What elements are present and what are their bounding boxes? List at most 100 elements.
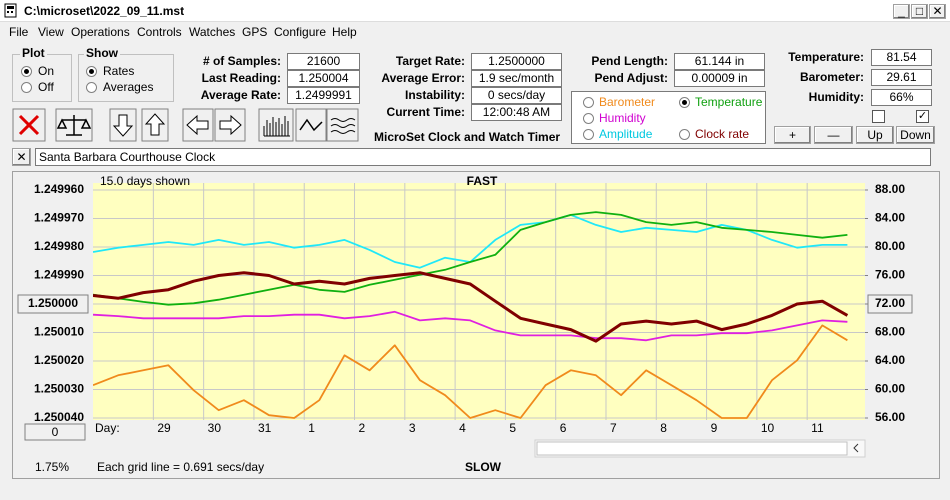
field-label: Instability:: [404, 88, 465, 102]
radio[interactable]: [679, 129, 690, 140]
field-label: Last Reading:: [201, 71, 281, 85]
down-button[interactable]: [109, 108, 137, 142]
y2-tick-label: 60.00: [875, 382, 905, 396]
radio[interactable]: [583, 97, 594, 108]
y2-tick-label: 56.00: [875, 410, 905, 424]
radio[interactable]: [679, 97, 690, 108]
x-tick-label: 31: [258, 421, 272, 435]
menu-item[interactable]: File: [9, 25, 29, 39]
up-text-button[interactable]: Up: [856, 126, 894, 144]
left-button[interactable]: [182, 108, 214, 142]
field-value: 1.9 sec/month: [471, 70, 562, 87]
clear-name-button[interactable]: ✕: [12, 148, 31, 166]
field-value: 1.2499991: [287, 87, 360, 104]
radio[interactable]: [21, 66, 32, 77]
field-value: 1.2500000: [471, 53, 562, 70]
y-tick-label: 1.250040: [34, 410, 84, 424]
fast-label: FAST: [467, 174, 498, 188]
radio-label[interactable]: On: [38, 64, 55, 78]
menu-item[interactable]: Configure: [274, 25, 327, 39]
field-label: # of Samples:: [202, 54, 281, 68]
trace-option[interactable]: Humidity: [599, 111, 646, 125]
up-button[interactable]: [141, 108, 169, 142]
x-tick-label: 11: [811, 421, 824, 435]
field-value: 66%: [871, 89, 932, 106]
series-line: [93, 211, 848, 306]
clock-name-field[interactable]: Santa Barbara Courthouse Clock: [35, 148, 931, 166]
menu-item[interactable]: View: [38, 25, 64, 39]
wave-button[interactable]: [295, 108, 327, 142]
maximize-button[interactable]: □: [911, 4, 928, 19]
radio-label[interactable]: Off: [38, 80, 54, 94]
checkbox[interactable]: [872, 110, 885, 123]
x-tick-label: 30: [208, 421, 222, 435]
minus-button[interactable]: —: [814, 126, 853, 144]
y2-tick-label: 84.00: [875, 211, 905, 225]
plus-button[interactable]: +: [774, 126, 811, 144]
menu-item[interactable]: Help: [332, 25, 357, 39]
tick-button: [867, 294, 913, 314]
radio[interactable]: [86, 82, 97, 93]
y-tick-label: 1.250030: [34, 382, 84, 396]
field-value: 29.61: [871, 69, 932, 86]
scroll-thumb[interactable]: [536, 441, 848, 456]
x-tick-label: 2: [359, 421, 366, 435]
down-text-button[interactable]: Down: [896, 126, 935, 144]
y2-tick-label: 80.00: [875, 239, 905, 253]
radio[interactable]: [583, 113, 594, 124]
histogram-button[interactable]: [258, 108, 294, 142]
radio[interactable]: [86, 66, 97, 77]
field-label: Humidity:: [808, 90, 864, 104]
field-label: Pend Adjust:: [594, 71, 668, 85]
checkbox[interactable]: ✓: [916, 110, 929, 123]
y2-tick-label: 72.00: [875, 296, 905, 310]
y2-tick-label: 76.00: [875, 268, 905, 282]
close-button[interactable]: ✕: [929, 4, 946, 19]
balance-button[interactable]: [55, 108, 93, 142]
radio[interactable]: [21, 82, 32, 93]
y2-tick-label: 68.00: [875, 325, 905, 339]
waves-button[interactable]: [326, 108, 359, 142]
trace-option[interactable]: Amplitude: [599, 127, 653, 141]
field-label: Temperature:: [788, 50, 864, 64]
field-value: 0 secs/day: [471, 87, 562, 104]
toolbar: [12, 108, 359, 142]
radio-label[interactable]: Averages: [103, 80, 154, 94]
field-label: Average Error:: [381, 71, 465, 85]
trace-selector: [571, 91, 766, 144]
y2-tick-label: 88.00: [875, 182, 905, 196]
menu-item[interactable]: Operations: [71, 25, 130, 39]
chart-panel: [12, 171, 940, 479]
x-tick-label: 1: [308, 421, 315, 435]
x-tick-label: 8: [660, 421, 667, 435]
grid-note: Each grid line = 0.691 secs/day: [97, 460, 264, 474]
trace-option[interactable]: Clock rate: [695, 127, 750, 141]
clear-button[interactable]: [12, 108, 46, 142]
menu-item[interactable]: Controls: [137, 25, 182, 39]
field-label: Barometer:: [799, 70, 864, 84]
slow-label: SLOW: [465, 460, 502, 474]
y2-tick-label: 64.00: [875, 353, 905, 367]
radio[interactable]: [583, 129, 594, 140]
minimize-button[interactable]: _: [893, 4, 910, 19]
x-tick-label: 5: [509, 421, 516, 435]
x-tick-label: 7: [610, 421, 617, 435]
zoom-button[interactable]: [24, 423, 86, 441]
days-shown: 15.0 days shown: [100, 174, 190, 188]
field-value: 21600: [287, 53, 360, 70]
x-tick-label: 3: [409, 421, 416, 435]
zoom-button-label[interactable]: 0: [52, 425, 59, 439]
field-label: Pend Length:: [591, 54, 668, 68]
scroll-arrow[interactable]: [853, 443, 859, 453]
radio-label[interactable]: Rates: [103, 64, 135, 78]
trace-option[interactable]: Temperature: [695, 95, 763, 109]
menu-item[interactable]: Watches: [189, 25, 236, 39]
trace-option[interactable]: Barometer: [599, 95, 656, 109]
plot-area: [93, 183, 865, 420]
field-label: Average Rate:: [200, 88, 281, 102]
group-label: Plot: [20, 46, 47, 60]
menu-item[interactable]: GPS: [242, 25, 268, 39]
show-group: [78, 54, 174, 102]
right-button[interactable]: [214, 108, 246, 142]
